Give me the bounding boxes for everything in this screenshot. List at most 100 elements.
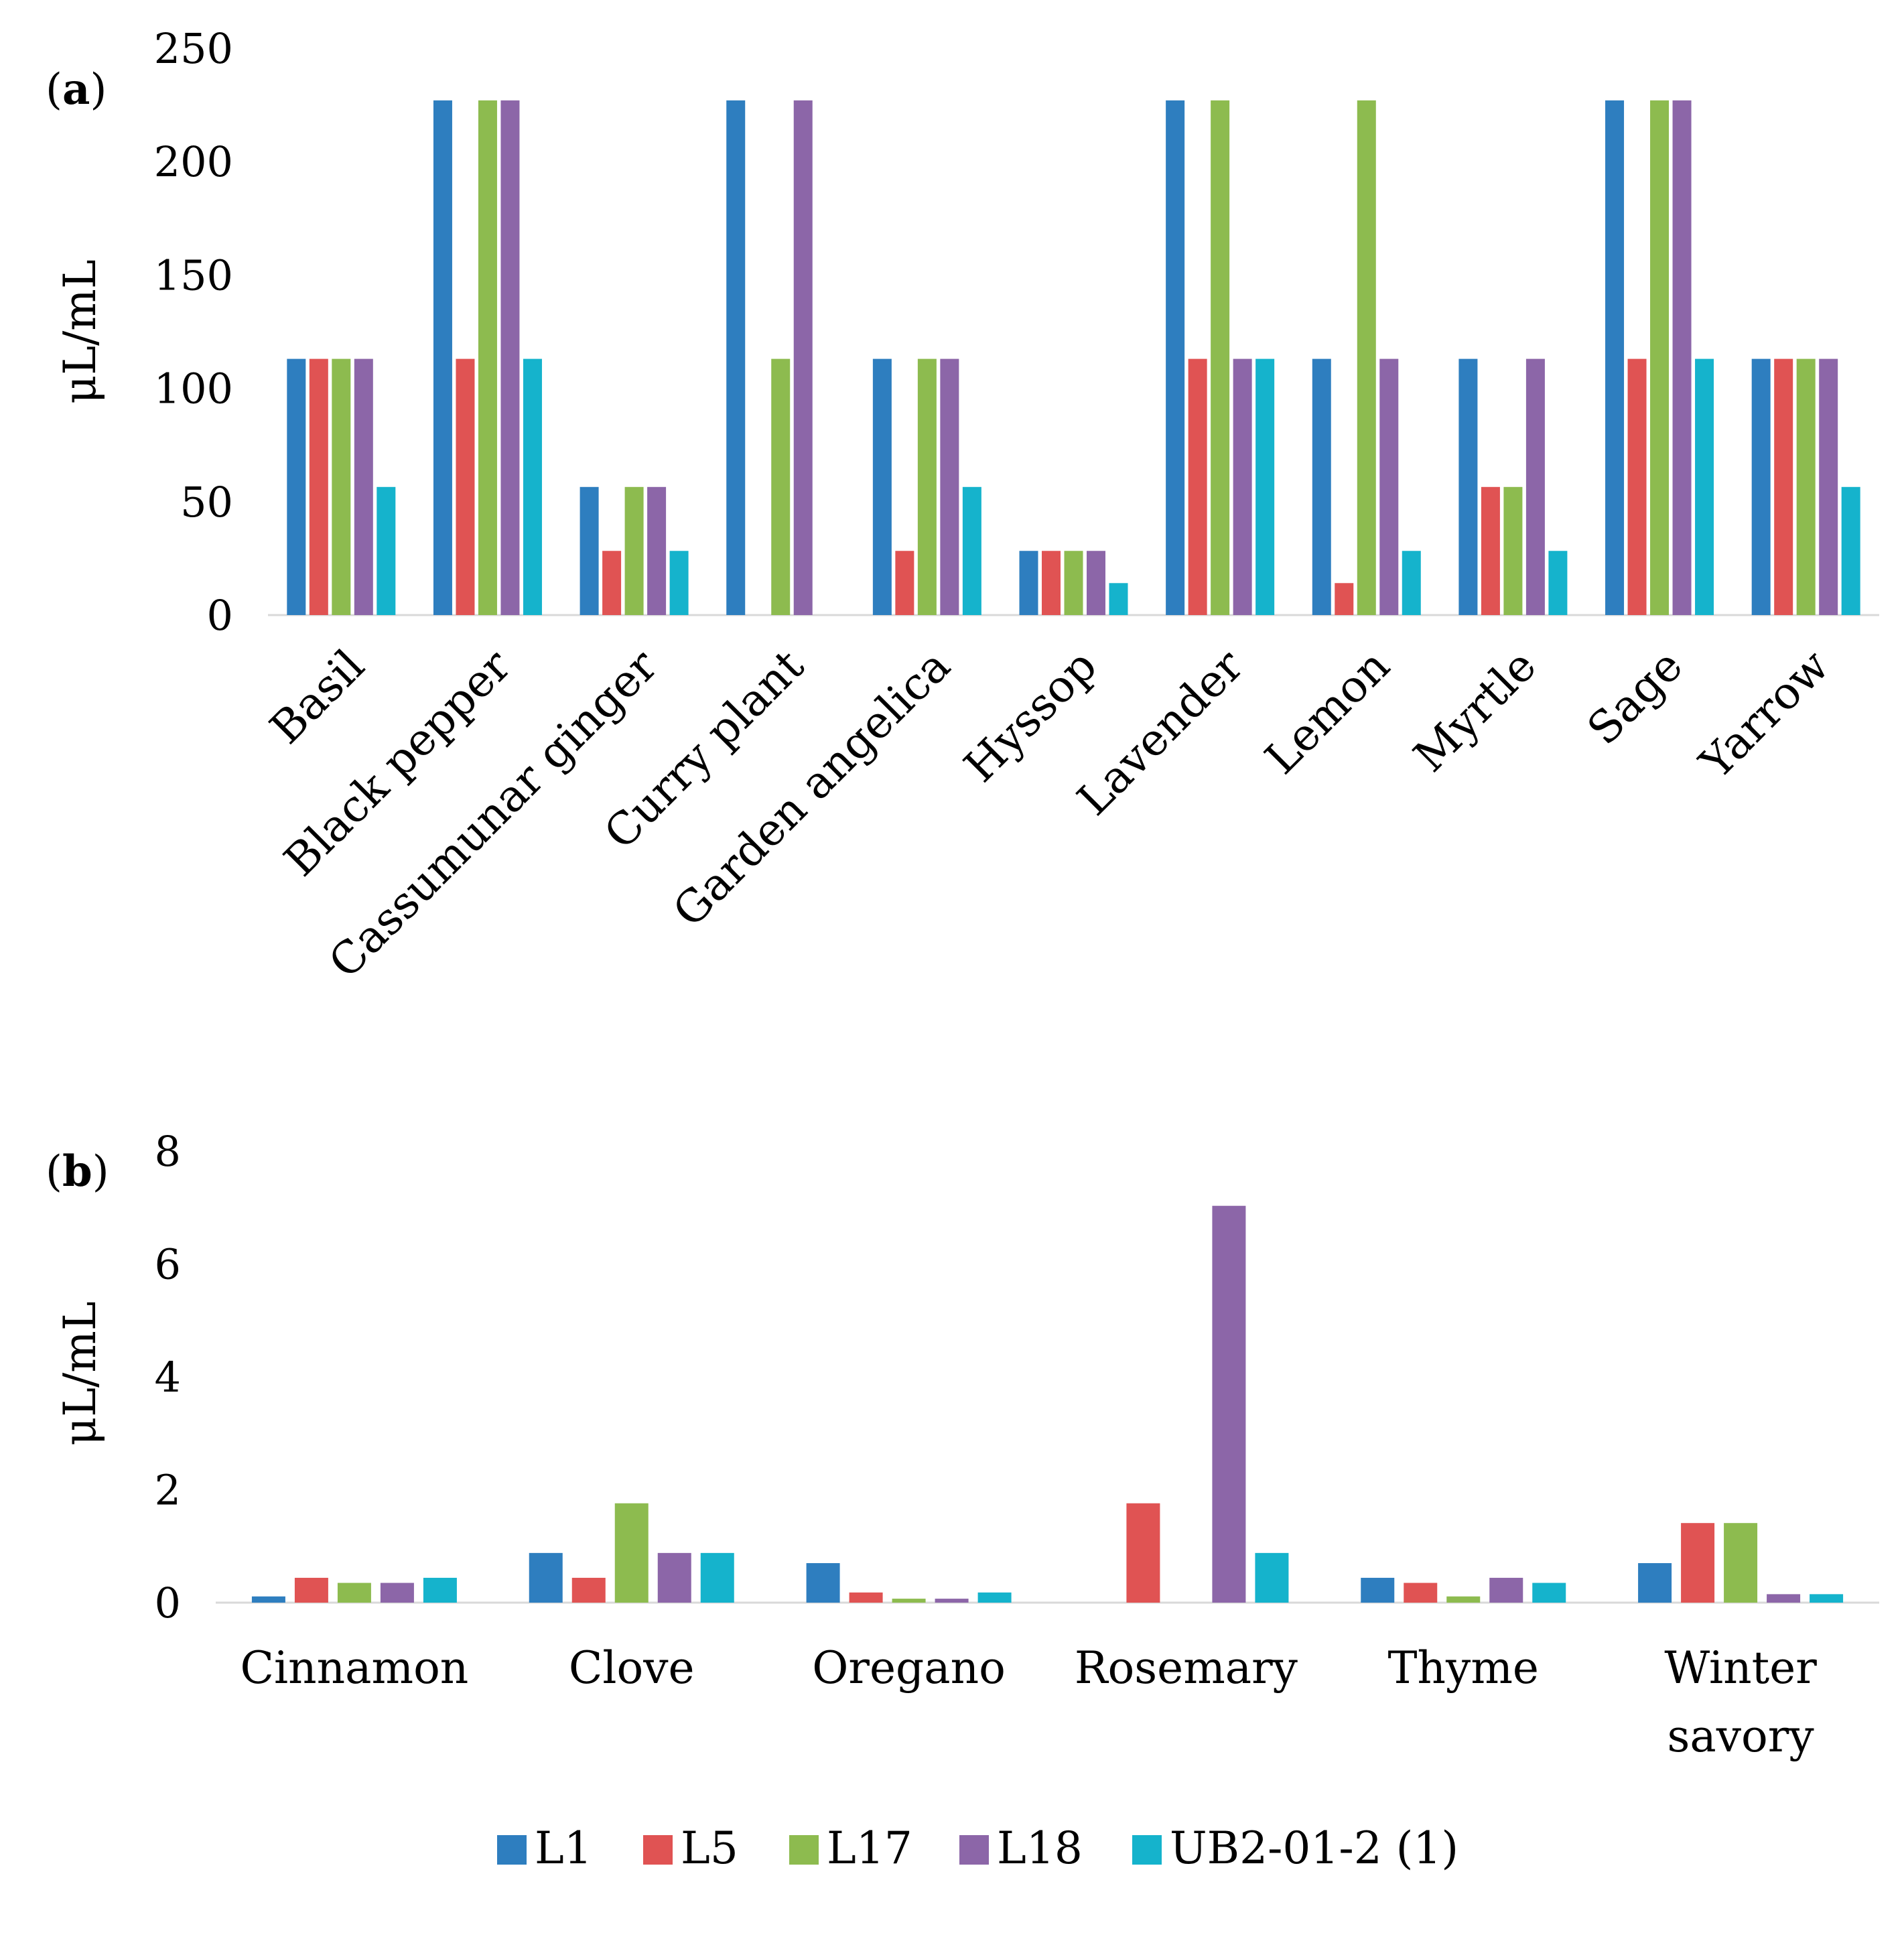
bar-a-ub2-01-2-1--lemon	[1402, 551, 1421, 615]
legend-swatch	[643, 1835, 673, 1865]
bar-a-l1-hyssop	[1019, 551, 1038, 615]
bar-a-l18-basil	[354, 358, 373, 615]
bar-a-l1-basil	[287, 358, 306, 615]
x-category-label: Yarrow	[1690, 640, 1839, 789]
bar-a-ub2-01-2-1--black-pepper	[523, 358, 542, 615]
bar-b-ub2-01-2-1--rosemary	[1255, 1552, 1289, 1603]
y-tick-label: 2	[155, 1466, 181, 1515]
bar-a-l5-yarrow	[1774, 358, 1793, 615]
bar-a-ub2-01-2-1--hyssop	[1109, 583, 1128, 615]
x-category-label: Sage	[1578, 640, 1693, 755]
bar-b-l5-thyme	[1404, 1583, 1438, 1603]
legend-label: UB2-01-2 (1)	[1170, 1822, 1458, 1874]
bar-a-l18-black-pepper	[500, 100, 520, 615]
y-axis-title: μL/mL	[54, 259, 106, 403]
bar-b-l18-winter-savory	[1767, 1594, 1801, 1603]
x-category-label: Myrtle	[1404, 640, 1546, 782]
bar-a-l5-black-pepper	[456, 358, 475, 615]
bar-a-ub2-01-2-1--myrtle	[1548, 551, 1568, 615]
bar-a-l5-garden-angelica	[895, 551, 914, 615]
y-tick-label: 6	[155, 1240, 181, 1289]
x-category-label: savory	[1668, 1711, 1815, 1762]
bar-a-l18-yarrow	[1819, 358, 1838, 615]
bar-a-l17-black-pepper	[478, 100, 497, 615]
bar-b-l18-thyme	[1489, 1577, 1523, 1603]
bar-a-l1-curry-plant	[726, 100, 746, 615]
bar-b-ub2-01-2-1--thyme	[1532, 1583, 1566, 1603]
bar-a-l17-garden-angelica	[917, 358, 937, 615]
y-axis-title: μL/mL	[54, 1301, 106, 1445]
x-category-label: Lemon	[1255, 640, 1400, 784]
panel-label-a: (a)	[46, 64, 107, 115]
bar-b-l5-oregano	[849, 1592, 883, 1603]
y-tick-label: 50	[180, 478, 233, 527]
bar-a-l1-garden-angelica	[872, 358, 892, 615]
bar-a-l1-sage	[1605, 100, 1625, 615]
x-category-label: Winter	[1664, 1642, 1817, 1694]
bar-b-l1-oregano	[806, 1563, 840, 1603]
bar-b-ub2-01-2-1--cinnamon	[423, 1577, 457, 1603]
x-category-label: Oregano	[812, 1642, 1006, 1694]
bar-a-l1-yarrow	[1751, 358, 1771, 615]
bar-a-l18-lavender	[1233, 358, 1252, 615]
legend-swatch	[789, 1835, 819, 1865]
bar-a-ub2-01-2-1--garden-angelica	[962, 486, 981, 615]
bar-a-l17-hyssop	[1064, 551, 1083, 615]
chart-panel-b: (b) μL/mL 0 2 4 6 8 Cinnamon Clove Oregano Rosemar…	[46, 1127, 1879, 1762]
y-tick-label: 200	[154, 137, 233, 186]
y-tick-label: 0	[155, 1579, 181, 1627]
legend-label: L18	[997, 1822, 1083, 1874]
bar-b-ub2-01-2-1--clove	[700, 1552, 734, 1603]
x-category-label: Hyssop	[954, 640, 1106, 792]
bar-b-l18-cinnamon	[380, 1583, 414, 1603]
bar-b-l17-clove	[614, 1503, 649, 1603]
bar-a-l1-myrtle	[1458, 358, 1478, 615]
bar-a-l1-cassumunar-ginger	[580, 486, 599, 615]
bar-a-l17-lavender	[1211, 100, 1230, 615]
bar-b-l5-clove	[571, 1577, 606, 1603]
legend-label: L1	[535, 1822, 592, 1874]
bar-b-l18-clove	[657, 1552, 691, 1603]
bar-a-l17-basil	[332, 358, 351, 615]
bar-a-l18-garden-angelica	[940, 358, 959, 615]
y-tick-label: 250	[154, 24, 233, 73]
bar-b-ub2-01-2-1--winter-savory	[1810, 1594, 1844, 1603]
legend-swatch	[497, 1835, 527, 1865]
bar-b-l5-rosemary	[1126, 1503, 1160, 1603]
x-category-label: Garden angelica	[663, 640, 960, 937]
bar-a-l18-cassumunar-ginger	[647, 486, 667, 615]
bar-b-l18-oregano	[935, 1599, 969, 1603]
bar-a-l17-yarrow	[1796, 358, 1816, 615]
bar-b-l1-thyme	[1361, 1577, 1395, 1603]
bar-b-ub2-01-2-1--oregano	[977, 1592, 1012, 1603]
bar-a-l5-lemon	[1335, 583, 1354, 615]
bar-a-ub2-01-2-1--basil	[377, 486, 396, 615]
x-category-label: Clove	[569, 1642, 695, 1694]
legend-label: L5	[681, 1822, 738, 1874]
bar-b-l1-clove	[529, 1552, 563, 1603]
bar-a-l18-sage	[1672, 100, 1692, 615]
bar-a-l5-sage	[1627, 358, 1647, 615]
bar-a-l1-black-pepper	[433, 100, 452, 615]
bar-a-l5-basil	[309, 358, 328, 615]
chart-legend: L1 L5 L17 L18 UB2-01-2 (1)	[497, 1822, 1458, 1874]
bar-a-l18-curry-plant	[793, 100, 813, 615]
bar-a-l18-hyssop	[1087, 551, 1105, 615]
bar-a-ub2-01-2-1--yarrow	[1841, 486, 1860, 615]
bar-a-l1-lemon	[1312, 358, 1331, 615]
x-category-label: Cinnamon	[241, 1642, 469, 1694]
bar-a-l17-curry-plant	[771, 358, 791, 615]
y-tick-label: 0	[207, 591, 233, 640]
bar-b-l5-cinnamon	[294, 1577, 328, 1603]
bar-a-l5-myrtle	[1481, 486, 1500, 615]
bar-b-l17-cinnamon	[337, 1583, 371, 1603]
panel-letter: b	[62, 1146, 92, 1197]
bar-a-l18-myrtle	[1525, 358, 1545, 615]
bar-b-l5-winter-savory	[1681, 1523, 1715, 1603]
legend-swatch	[959, 1835, 989, 1865]
legend-label: L17	[827, 1822, 912, 1874]
x-category-label: Thyme	[1388, 1642, 1539, 1694]
bar-a-l17-lemon	[1357, 100, 1376, 615]
